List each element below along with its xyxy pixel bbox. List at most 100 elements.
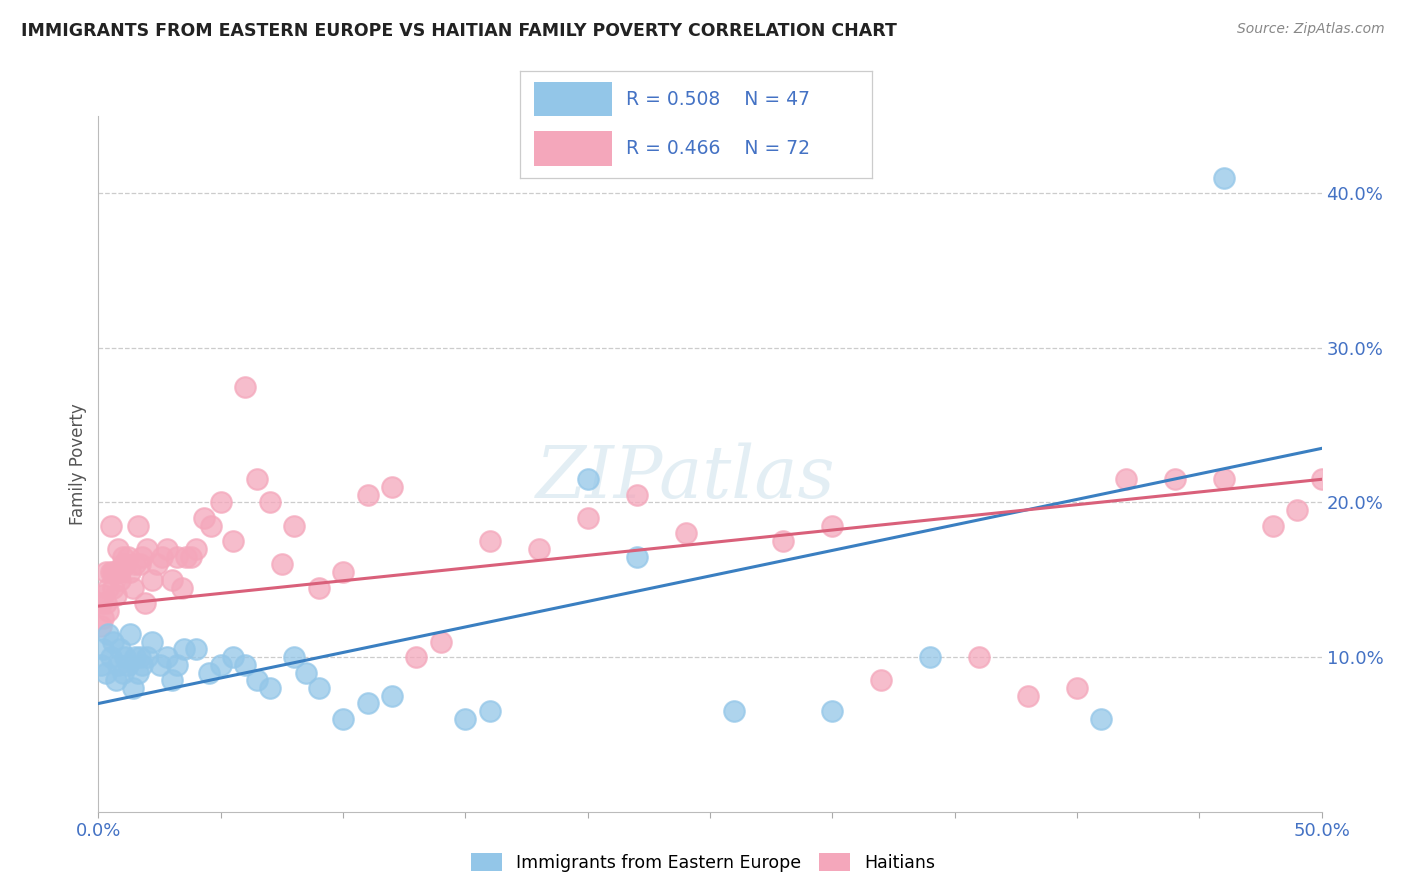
Point (200, 518, 222, 533)
Point (576, 511, 599, 525)
Point (209, 495, 232, 509)
Point (156, 650, 179, 665)
Point (127, 665, 149, 680)
Point (124, 650, 146, 665)
Y-axis label: Family Poverty: Family Poverty (69, 403, 87, 524)
Point (478, 534, 501, 549)
Point (114, 558, 136, 572)
Point (1261, 518, 1284, 533)
Point (186, 642, 208, 657)
Point (332, 565, 354, 579)
Point (100, 650, 122, 665)
Point (821, 518, 844, 533)
Point (100, 565, 122, 579)
Point (1212, 170, 1234, 185)
Point (136, 650, 159, 665)
Point (97, 604, 120, 618)
Point (405, 650, 427, 665)
Point (1115, 472, 1137, 486)
Text: ZIPatlas: ZIPatlas (536, 442, 835, 513)
Legend: Immigrants from Eastern Europe, Haitians: Immigrants from Eastern Europe, Haitians (464, 847, 942, 879)
Point (107, 565, 129, 579)
Point (222, 650, 245, 665)
Point (772, 534, 794, 549)
Point (675, 526, 697, 541)
Point (100, 518, 122, 533)
Point (1310, 472, 1333, 486)
Point (94, 665, 117, 680)
Point (131, 549, 153, 564)
Point (104, 565, 127, 579)
Bar (534, 131, 612, 166)
Point (111, 549, 134, 564)
Point (821, 704, 844, 718)
Point (270, 558, 294, 572)
Point (156, 541, 179, 556)
Point (193, 511, 215, 525)
Point (1212, 472, 1234, 486)
Point (332, 712, 354, 726)
Point (121, 581, 143, 595)
Point (111, 558, 134, 572)
Point (160, 573, 183, 587)
Point (454, 712, 477, 726)
Point (283, 650, 305, 665)
Point (110, 565, 132, 579)
Point (1066, 681, 1088, 695)
Point (233, 379, 256, 393)
Point (356, 697, 378, 711)
Point (233, 657, 256, 672)
Point (173, 642, 195, 657)
Point (295, 665, 318, 680)
Point (136, 541, 159, 556)
Point (1017, 689, 1039, 703)
Point (283, 518, 305, 533)
Point (170, 581, 193, 595)
Point (1286, 503, 1309, 517)
Text: Source: ZipAtlas.com: Source: ZipAtlas.com (1237, 22, 1385, 37)
Point (90, 596, 112, 610)
Point (141, 573, 163, 587)
Point (134, 596, 156, 610)
Point (107, 541, 129, 556)
Point (920, 650, 942, 665)
Point (222, 534, 245, 549)
Text: IMMIGRANTS FROM EASTERN EUROPE VS HAITIAN FAMILY POVERTY CORRELATION CHART: IMMIGRANTS FROM EASTERN EUROPE VS HAITIA… (21, 22, 897, 40)
Point (626, 549, 648, 564)
Point (129, 650, 152, 665)
Point (90, 619, 112, 633)
Point (141, 634, 163, 648)
Point (176, 549, 198, 564)
Point (259, 681, 281, 695)
Point (91, 611, 114, 625)
Point (101, 634, 124, 648)
Point (308, 581, 330, 595)
Point (94, 565, 117, 579)
Point (101, 581, 124, 595)
Point (97, 627, 120, 641)
Point (129, 558, 152, 572)
Point (117, 549, 139, 564)
Point (114, 650, 136, 665)
Point (104, 673, 127, 688)
Point (117, 657, 139, 672)
Point (166, 549, 188, 564)
Point (91, 642, 114, 657)
Point (356, 488, 378, 502)
Point (110, 642, 132, 657)
Point (186, 541, 208, 556)
Point (107, 657, 129, 672)
Point (127, 518, 149, 533)
Point (381, 689, 404, 703)
Point (149, 657, 172, 672)
Point (124, 558, 146, 572)
Point (110, 573, 132, 587)
Point (967, 650, 990, 665)
Point (166, 657, 188, 672)
Point (430, 634, 453, 648)
Point (197, 665, 219, 680)
Point (104, 588, 127, 602)
Point (180, 549, 202, 564)
Point (209, 657, 232, 672)
Point (626, 488, 648, 502)
